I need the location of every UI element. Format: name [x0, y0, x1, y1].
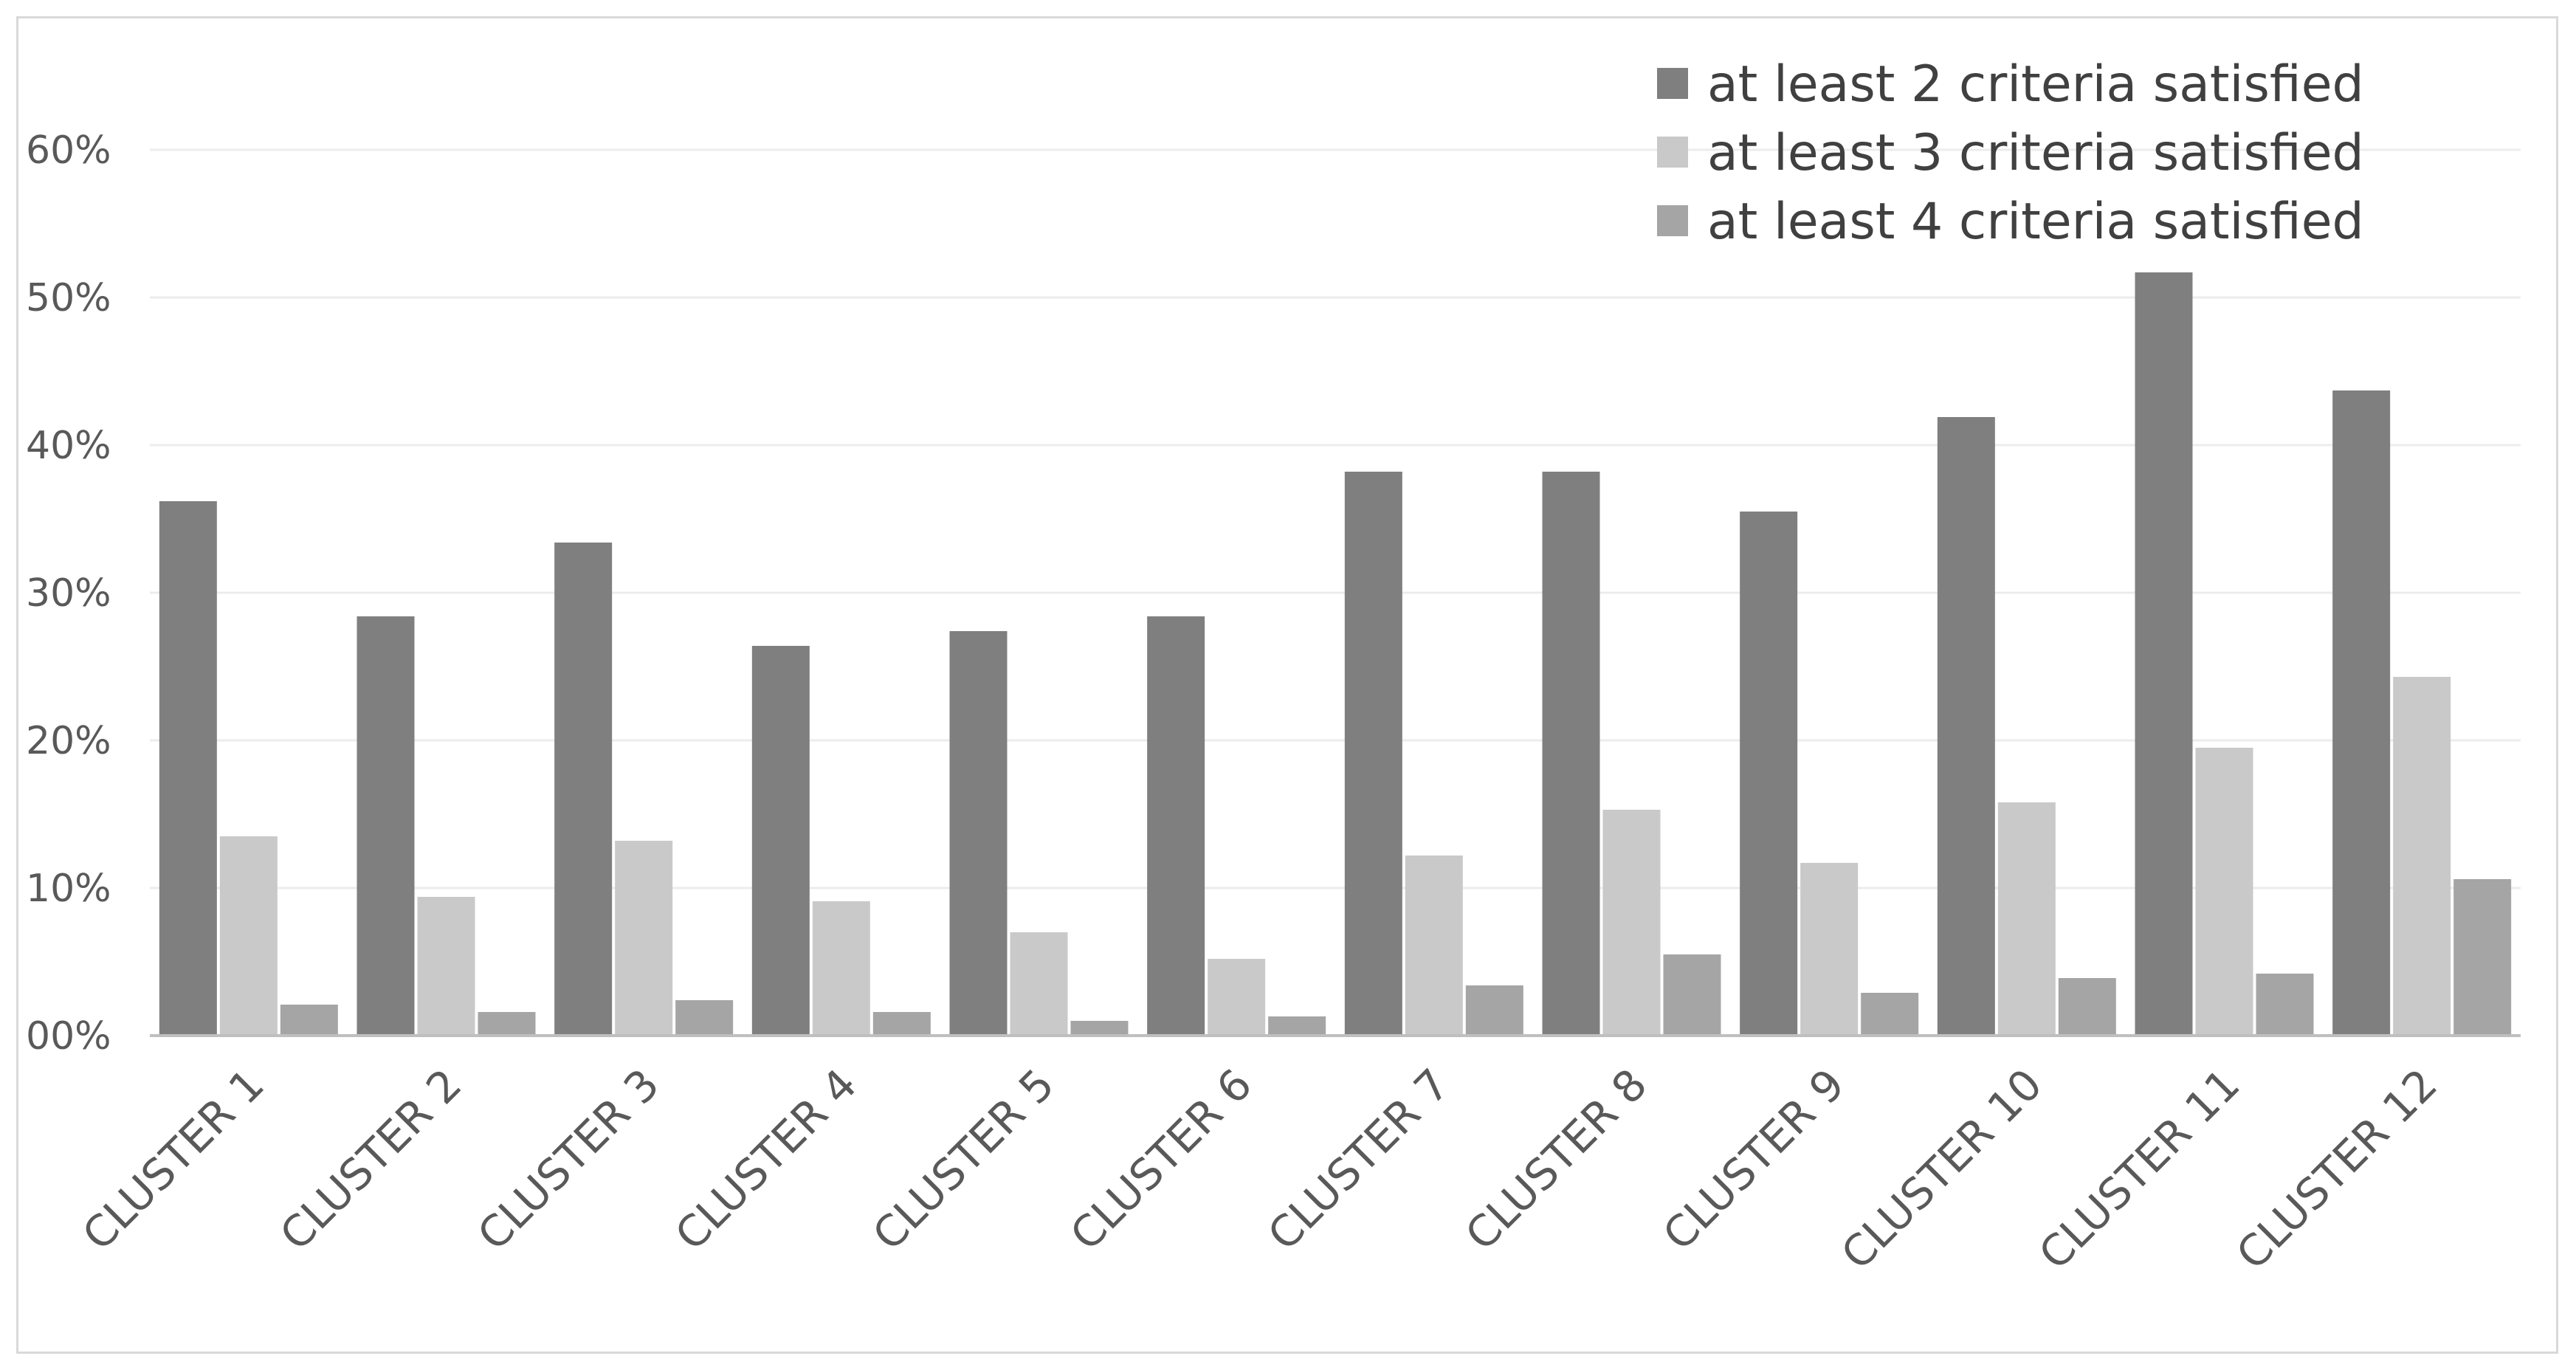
bar-1-11 [2135, 272, 2193, 1036]
y-tick-label: 50% [26, 276, 111, 320]
x-category-label: CLUSTER 10 [1831, 1059, 2051, 1279]
bar-2-6 [1208, 959, 1266, 1036]
bar-3-9 [1861, 993, 1919, 1036]
bar-2-5 [1010, 932, 1068, 1036]
bar-3-11 [2256, 974, 2314, 1036]
bar-2-10 [1997, 802, 2056, 1036]
bar-1-6 [1147, 616, 1205, 1036]
bar-1-10 [1937, 417, 1995, 1036]
bar-1-12 [2332, 390, 2391, 1036]
y-tick-label: 30% [26, 571, 111, 616]
bar-2-7 [1405, 856, 1463, 1036]
bar-3-4 [872, 1012, 931, 1036]
bar-3-7 [1465, 985, 1523, 1036]
bar-3-8 [1663, 954, 1721, 1036]
bar-2-9 [1800, 863, 1859, 1036]
bars [159, 272, 2512, 1036]
bar-3-6 [1268, 1016, 1326, 1036]
bar-1-5 [949, 631, 1008, 1036]
bar-3-2 [478, 1012, 536, 1036]
legend-swatch [1657, 68, 1688, 99]
x-category-label: CLUSTER 11 [2029, 1059, 2249, 1279]
bar-2-8 [1602, 810, 1661, 1036]
bar-3-1 [280, 1005, 338, 1036]
x-category-label: CLUSTER 12 [2227, 1059, 2447, 1279]
y-tick-label: 40% [26, 424, 111, 468]
y-tick-label: 20% [26, 719, 111, 763]
bar-1-4 [751, 646, 810, 1036]
y-axis-tick-labels: 00% 10% 20% 30% 40% 50% 60% [26, 128, 111, 1059]
bar-2-1 [219, 836, 278, 1036]
x-category-label: CLUSTER 9 [1653, 1059, 1854, 1260]
bar-2-2 [417, 897, 475, 1036]
bar-3-3 [675, 1000, 734, 1036]
bar-2-4 [812, 901, 870, 1036]
legend-label: at least 3 criteria satisfied [1707, 124, 2364, 182]
legend-swatch [1657, 205, 1688, 236]
bar-1-2 [357, 616, 415, 1036]
x-category-label: CLUSTER 3 [468, 1059, 669, 1260]
y-tick-label: 60% [26, 128, 111, 173]
x-category-label: CLUSTER 2 [270, 1059, 471, 1260]
x-category-label: CLUSTER 1 [73, 1059, 274, 1260]
x-category-label: CLUSTER 6 [1061, 1059, 1261, 1260]
x-category-label: CLUSTER 4 [666, 1059, 867, 1260]
x-category-label: CLUSTER 7 [1258, 1059, 1459, 1260]
legend: at least 2 criteria satisfied at least 3 … [1657, 55, 2364, 251]
bar-3-5 [1070, 1021, 1129, 1036]
bar-3-12 [2453, 879, 2512, 1036]
x-category-label: CLUSTER 5 [863, 1059, 1064, 1260]
bar-1-9 [1740, 512, 1798, 1036]
y-tick-label: 00% [26, 1014, 111, 1059]
bar-2-11 [2195, 748, 2253, 1036]
gridlines [150, 148, 2521, 889]
bar-1-8 [1542, 472, 1600, 1036]
bar-2-3 [615, 841, 673, 1036]
bar-1-3 [554, 543, 613, 1036]
bar-1-7 [1344, 472, 1402, 1036]
chart-frame: 00% 10% 20% 30% 40% 50% 60% CLUSTER 1 CLUSTER 2… [16, 16, 2558, 1354]
legend-label: at least 4 criteria satisfied [1707, 193, 2364, 251]
bar-3-10 [2058, 978, 2116, 1036]
legend-swatch [1657, 137, 1688, 168]
legend-label: at least 2 criteria satisfied [1707, 55, 2364, 114]
bar-2-12 [2393, 677, 2451, 1036]
bar-1-1 [159, 501, 217, 1036]
y-tick-label: 10% [26, 867, 111, 911]
x-category-label: CLUSTER 8 [1456, 1059, 1656, 1260]
